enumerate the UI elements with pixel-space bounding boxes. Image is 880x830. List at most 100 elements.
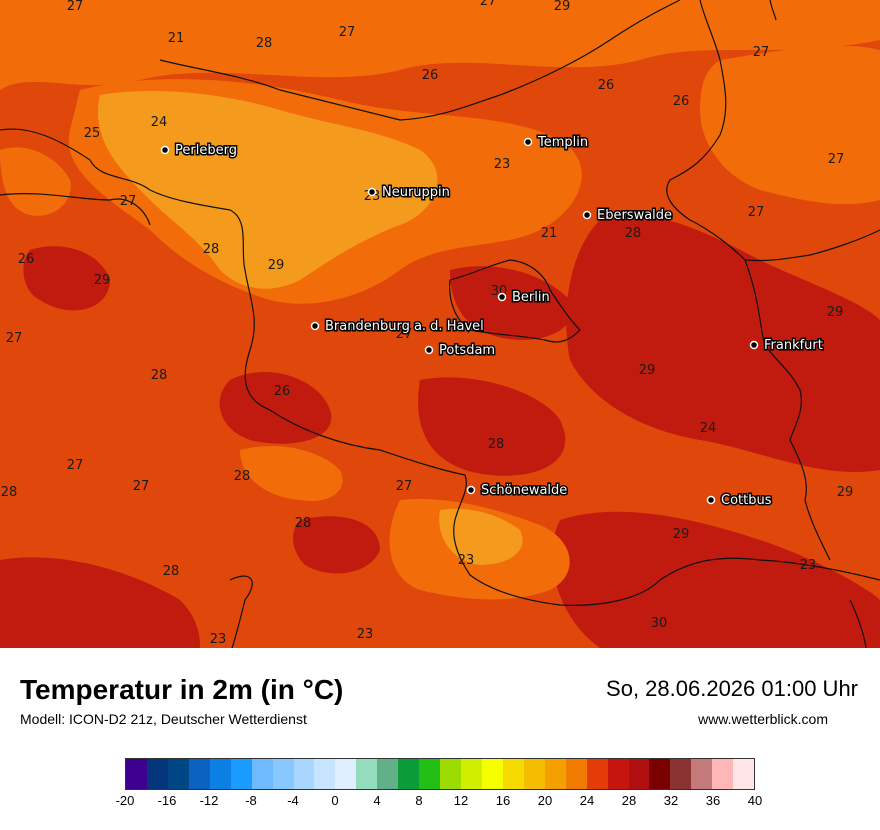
temperature-value: 26 — [274, 384, 291, 399]
temperature-value: 27 — [133, 479, 150, 494]
temperature-value: 23 — [458, 553, 475, 568]
coolest-zone — [98, 90, 523, 565]
temperature-value: 29 — [268, 258, 285, 273]
city-marker: Eberswalde — [582, 207, 674, 225]
legend-tick-label: -4 — [287, 793, 299, 808]
city-marker: Cottbus — [706, 492, 773, 510]
city-dot — [424, 345, 434, 355]
temperature-value: 27 — [6, 331, 23, 346]
temperature-value: 28 — [234, 469, 251, 484]
legend-swatch — [146, 759, 168, 789]
temperature-value-layer: 27 27 29 21 28 27 26 26 26 27 25 24 23 27 27 23 28 27 26 28… — [1, 0, 854, 647]
temperature-value: 21 — [168, 31, 185, 46]
legend-swatch — [523, 759, 545, 789]
city-dot — [749, 340, 759, 350]
temperature-value: 29 — [837, 485, 854, 500]
temperature-value: 27 — [480, 0, 497, 9]
city-label: Schönewalde — [481, 483, 567, 498]
legend-swatch — [691, 759, 713, 789]
temperature-value: 26 — [18, 252, 35, 267]
legend-tick-label: 8 — [415, 793, 423, 808]
temperature-value: 27 — [120, 194, 137, 209]
temperature-value: 27 — [396, 327, 413, 342]
temperature-value: 23 — [494, 157, 511, 172]
temperature-value: 28 — [151, 368, 168, 383]
legend-tick-label: 16 — [495, 793, 511, 808]
city-marker: Brandenburg a. d. Havel — [310, 318, 485, 336]
city-marker: Potsdam — [424, 342, 497, 360]
city-dot — [160, 145, 170, 155]
legend-ticks: -20 -16 -12 -8 -4 0 4 8 12 16 20 24 28 32 36 40 — [116, 793, 763, 813]
temperature-map: 27 27 29 21 28 27 26 26 26 27 25 24 23 27 27 23 28 27 26 28… — [0, 0, 880, 649]
city-dot — [367, 187, 377, 197]
legend-swatch — [398, 759, 420, 789]
city-label: Perleberg — [175, 143, 237, 158]
temperature-value: 27 — [396, 479, 413, 494]
temperature-value: 26 — [598, 78, 615, 93]
legend-swatch — [502, 759, 524, 789]
legend-tick-label: 36 — [705, 793, 721, 808]
temperature-value: 27 — [67, 458, 84, 473]
legend-swatch — [544, 759, 566, 789]
temperature-value: 28 — [203, 242, 220, 257]
legend-swatch — [356, 759, 378, 789]
temperature-value: 27 — [748, 205, 765, 220]
city-dot — [497, 292, 507, 302]
legend-swatch — [167, 759, 189, 789]
temperature-value: 25 — [84, 126, 101, 141]
legend-swatch — [293, 759, 315, 789]
temperature-value: 28 — [256, 36, 273, 51]
legend-swatch — [565, 759, 587, 789]
legend-swatch — [440, 759, 461, 789]
temperature-value: 27 — [828, 152, 845, 167]
color-legend — [125, 758, 755, 790]
temperature-value: 21 — [541, 226, 558, 241]
city-marker: Perleberg — [160, 142, 238, 160]
city-label: Frankfurt — [764, 338, 823, 353]
city-marker: Templin — [523, 134, 590, 152]
city-label: Neuruppin — [382, 185, 450, 200]
city-marker: Schönewalde — [466, 482, 569, 500]
legend-swatch — [670, 759, 692, 789]
forecast-datetime: So, 28.06.2026 01:00 Uhr — [606, 676, 858, 701]
legend-tick-label: -8 — [245, 793, 257, 808]
legend-swatch — [712, 759, 734, 789]
warm-patches — [0, 214, 880, 648]
temperature-value: 24 — [151, 115, 168, 130]
legend-swatch — [419, 759, 441, 789]
legend-swatch — [481, 759, 503, 789]
legend-tick-label: 28 — [621, 793, 637, 808]
city-label: Potsdam — [439, 343, 495, 358]
city-dot — [706, 495, 716, 505]
region-borders — [0, 0, 880, 649]
legend-swatch — [461, 759, 482, 789]
legend-swatch — [314, 759, 336, 789]
legend-swatch — [230, 759, 252, 789]
city-label: Berlin — [512, 290, 550, 305]
website-link[interactable]: www.wetterblick.com — [698, 711, 828, 727]
temperature-value: 28 — [295, 516, 312, 531]
temperature-value: 28 — [625, 226, 642, 241]
legend-tick-label: 0 — [331, 793, 339, 808]
legend-swatch — [607, 759, 629, 789]
legend-tick-label: -12 — [199, 793, 219, 808]
legend-swatch — [733, 759, 755, 789]
temperature-value: 26 — [673, 94, 690, 109]
legend-tick-label: -20 — [115, 793, 135, 808]
temperature-value: 27 — [339, 25, 356, 40]
city-label: Eberswalde — [597, 208, 672, 223]
map-title: Temperatur in 2m (in °C) — [20, 674, 344, 705]
temperature-value: 28 — [488, 437, 505, 452]
legend-swatch — [586, 759, 608, 789]
legend-swatch — [251, 759, 273, 789]
temperature-value: 28 — [163, 564, 180, 579]
temperature-value: 23 — [357, 627, 374, 642]
legend-tick-label: 4 — [373, 793, 381, 808]
city-layer: Perleberg Templin Neuruppin Eberswalde Berli… — [160, 134, 824, 510]
temperature-value: 30 — [651, 616, 668, 631]
temperature-value: 27 — [753, 45, 770, 60]
legend-tick-label: 24 — [579, 793, 595, 808]
legend-swatch — [628, 759, 650, 789]
legend-tick-label: 32 — [663, 793, 679, 808]
map-canvas: 27 27 29 21 28 27 26 26 26 27 25 24 23 27 27 23 28 27 26 28… — [0, 0, 880, 649]
